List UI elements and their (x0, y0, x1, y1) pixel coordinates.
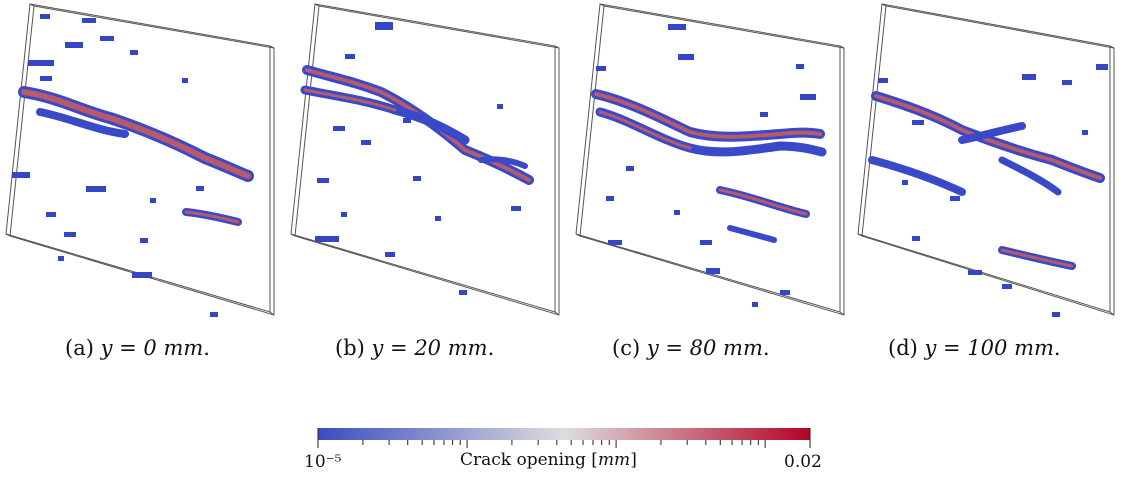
caption-c-prefix: (c) (612, 336, 647, 360)
colorbar-max-label: 0.02 (784, 452, 822, 472)
colorbar-title: Crack opening [mm] (460, 450, 637, 470)
panel-d (852, 0, 1125, 340)
crack-bands (300, 65, 534, 185)
panel-b (285, 0, 565, 340)
specimen-box (290, 3, 560, 316)
crack-fragments (878, 64, 1108, 317)
crack-fragments (596, 24, 816, 307)
crack-fragments (12, 14, 218, 317)
caption-a: (a) y = 0 mm. (65, 336, 210, 360)
caption-d-suffix: . (1053, 336, 1061, 360)
panel-b-plot (290, 3, 560, 316)
caption-c-math: y = 80 mm (646, 336, 763, 360)
caption-b: (b) y = 20 mm. (335, 336, 494, 360)
crack-bands (868, 91, 1105, 270)
caption-b-prefix: (b) (335, 336, 372, 360)
caption-c-suffix: . (762, 336, 770, 360)
caption-d-prefix: (d) (888, 336, 925, 360)
colorbar-title-unit: mm (597, 450, 631, 470)
colorbar-ticks (317, 428, 811, 448)
panel-a (0, 0, 280, 340)
colorbar-title-text: Crack opening [ (460, 450, 598, 470)
caption-b-math: y = 20 mm (371, 336, 488, 360)
colorbar-title-close: ] (630, 450, 637, 470)
crack-fragments (315, 22, 521, 295)
caption-a-suffix: . (203, 336, 210, 360)
specimen-box (575, 3, 845, 316)
panel-c-plot (575, 3, 845, 316)
colorbar-min-label: 10⁻⁵ (304, 452, 342, 472)
panel-c (570, 0, 850, 340)
caption-b-suffix: . (487, 336, 495, 360)
panel-a-plot (5, 3, 275, 317)
specimen-box (857, 3, 1115, 316)
colorbar-gradient (317, 428, 811, 448)
caption-d: (d) y = 100 mm. (888, 336, 1061, 360)
caption-c: (c) y = 80 mm. (612, 336, 770, 360)
colorbar-bar (318, 428, 810, 440)
panel-d-plot (857, 3, 1115, 317)
colorbar: 10⁻⁵ Crack opening [mm] 0.02 (300, 428, 830, 480)
crack-bands (18, 86, 254, 226)
caption-a-math: y = 0 mm (100, 336, 204, 360)
caption-d-math: y = 100 mm (924, 336, 1054, 360)
crack-bands (591, 89, 827, 243)
caption-a-prefix: (a) (65, 336, 101, 360)
specimen-box (5, 3, 275, 316)
